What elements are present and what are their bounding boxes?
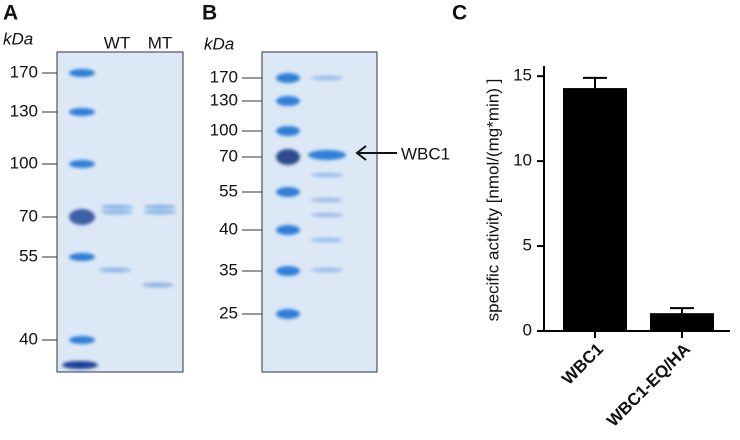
marker-label: 55 <box>219 181 238 200</box>
gel <box>261 51 378 373</box>
lane-band <box>311 237 343 243</box>
marker-label: 170 <box>10 62 38 81</box>
ladder-band <box>69 69 95 77</box>
lane-band <box>101 209 133 215</box>
y-tick-label: 10 <box>513 151 532 170</box>
lane-band <box>142 282 174 288</box>
panel-letter: C <box>452 2 467 25</box>
marker-label: 55 <box>19 246 38 265</box>
lane-band <box>311 197 343 203</box>
lane-band <box>311 172 343 178</box>
lane-band <box>144 204 176 210</box>
y-tick-label: 0 <box>523 320 532 339</box>
ladder-band <box>69 160 95 168</box>
ladder-band <box>276 187 300 197</box>
y-tick-label: 5 <box>523 236 532 255</box>
lane-label: WT <box>104 33 130 52</box>
x-tick-label: WBC1-EQ/HA <box>603 340 694 431</box>
marker-label: 100 <box>210 120 238 139</box>
ladder-band <box>276 73 300 83</box>
y-axis-label: specific activity [nmol/(mg*min) ] <box>483 79 502 322</box>
lane-band <box>144 209 176 215</box>
ladder-band <box>62 361 98 369</box>
ladder-band <box>69 108 95 116</box>
arrow-head <box>355 145 367 161</box>
ladder-band <box>69 253 95 261</box>
marker-label: 40 <box>19 329 38 348</box>
ladder-band <box>276 126 300 136</box>
marker-label: 170 <box>210 67 238 86</box>
panel-letter: B <box>202 2 217 25</box>
marker-label: 35 <box>219 260 238 279</box>
lane-label: MT <box>148 33 173 52</box>
marker-label: 70 <box>19 206 38 225</box>
lane-band <box>311 267 343 273</box>
lane-band <box>99 267 131 273</box>
panel-letter: A <box>3 2 18 25</box>
bar <box>563 88 627 331</box>
marker-label: 130 <box>10 101 38 120</box>
marker-label: 70 <box>219 146 238 165</box>
unit-label: kDa <box>3 29 33 48</box>
ladder-band <box>276 149 300 165</box>
ladder-band <box>276 309 300 319</box>
y-tick-label: 15 <box>513 66 532 85</box>
marker-label: 25 <box>219 303 238 322</box>
ladder-band <box>69 209 95 225</box>
ladder-band <box>69 336 95 344</box>
x-tick-label: WBC1 <box>558 340 607 389</box>
marker-label: 100 <box>10 153 38 172</box>
ladder-band <box>276 96 300 106</box>
marker-label: 40 <box>219 219 238 238</box>
annotation: WBC1 <box>401 144 450 163</box>
lane-band <box>311 212 343 218</box>
marker-label: 130 <box>210 90 238 109</box>
ladder-band <box>276 266 300 276</box>
lane-band <box>311 75 343 81</box>
unit-label: kDa <box>204 34 234 53</box>
ladder-band <box>276 225 300 235</box>
lane-band <box>308 150 346 160</box>
lane-band <box>101 204 133 210</box>
bar <box>650 313 714 331</box>
